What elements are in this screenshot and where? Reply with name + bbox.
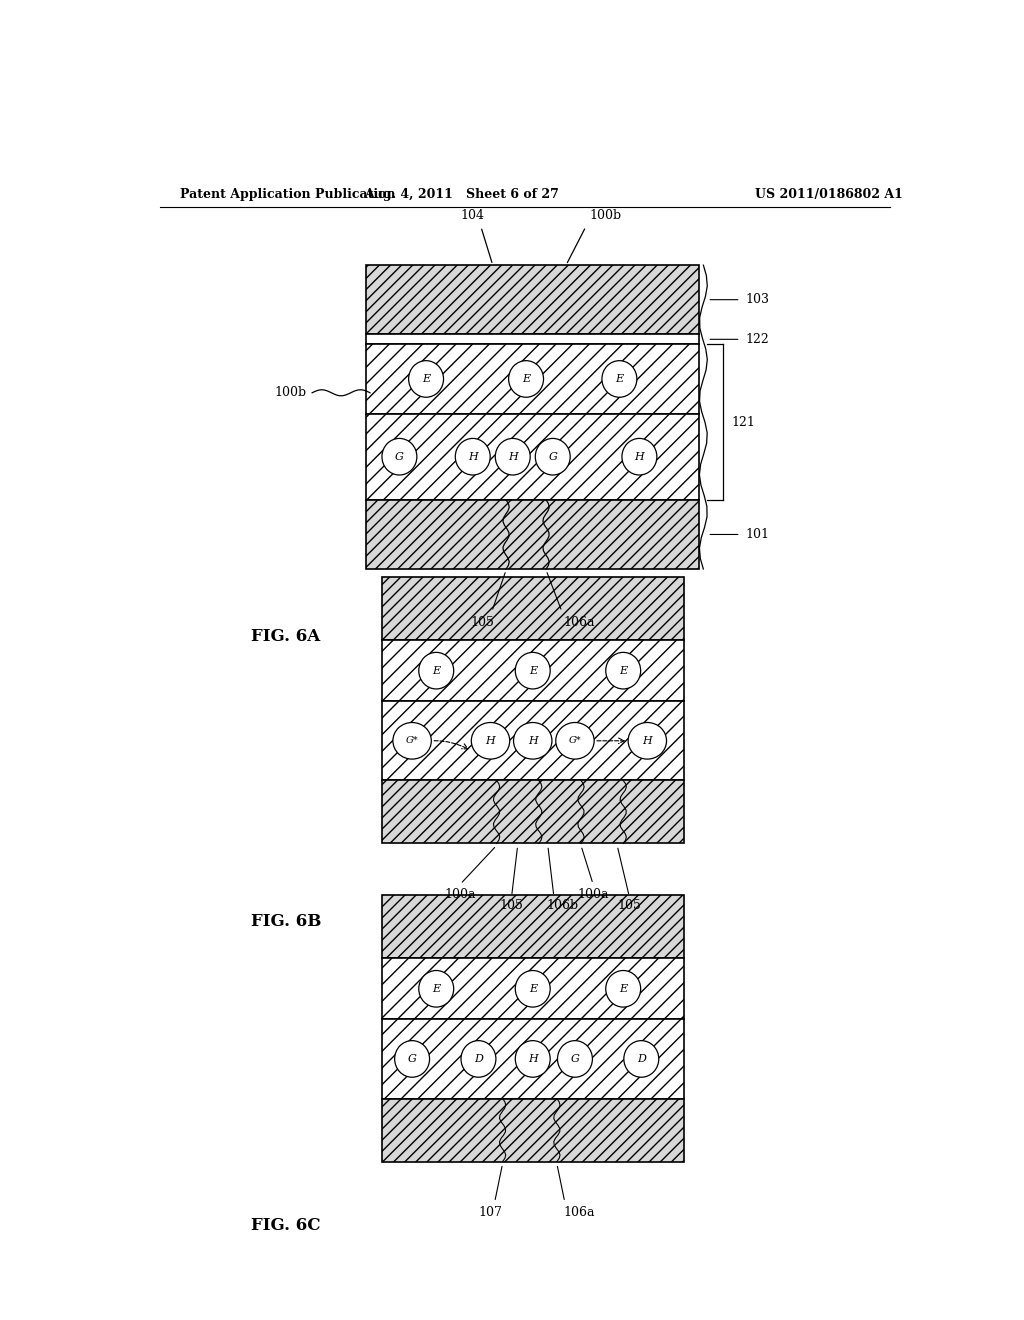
Ellipse shape [419,652,454,689]
Bar [382,895,684,958]
Text: E: E [528,983,537,994]
Text: H: H [468,451,477,462]
Bar [382,1019,684,1098]
Bar [382,1098,684,1162]
Text: G: G [570,1053,580,1064]
Text: H: H [508,451,517,462]
Text: 100b: 100b [274,387,306,399]
Text: G*: G* [568,737,582,746]
Ellipse shape [409,360,443,397]
Text: FIG. 6A: FIG. 6A [251,628,321,645]
Bar [367,265,699,334]
Ellipse shape [602,360,637,397]
Text: E: E [432,983,440,994]
Ellipse shape [471,722,510,759]
Text: 105: 105 [470,616,495,628]
Text: FIG. 6C: FIG. 6C [251,1217,321,1234]
Text: Aug. 4, 2011   Sheet 6 of 27: Aug. 4, 2011 Sheet 6 of 27 [364,189,559,202]
Text: H: H [527,735,538,746]
Ellipse shape [496,438,530,475]
Text: 100a: 100a [578,888,609,902]
Ellipse shape [606,652,641,689]
Ellipse shape [624,1040,658,1077]
Ellipse shape [557,1040,593,1077]
Ellipse shape [394,1040,430,1077]
Bar [382,780,684,843]
Ellipse shape [456,438,490,475]
Text: D: D [637,1053,646,1064]
Text: 121: 121 [731,416,755,429]
Text: 105: 105 [617,899,641,912]
Ellipse shape [536,438,570,475]
Text: E: E [522,374,530,384]
Text: FIG. 6B: FIG. 6B [251,912,322,929]
Text: H: H [485,735,496,746]
Text: 106a: 106a [563,1206,595,1220]
Text: 105: 105 [500,899,523,912]
Ellipse shape [382,438,417,475]
Text: 104: 104 [461,210,485,223]
Text: 106b: 106b [547,899,579,912]
Bar [367,334,699,345]
Ellipse shape [515,652,550,689]
Bar [367,413,699,500]
Text: H: H [527,1053,538,1064]
Ellipse shape [393,722,431,759]
Text: H: H [635,451,644,462]
Ellipse shape [606,970,641,1007]
Ellipse shape [556,722,594,759]
Text: G*: G* [406,737,419,746]
Text: G: G [408,1053,417,1064]
Bar [382,701,684,780]
Text: E: E [528,665,537,676]
Ellipse shape [515,1040,550,1077]
Text: G: G [548,451,557,462]
Ellipse shape [515,970,550,1007]
Text: 100a: 100a [444,888,476,902]
Text: E: E [620,665,628,676]
Text: 100b: 100b [590,210,622,223]
Text: G: G [395,451,403,462]
Text: 101: 101 [745,528,769,541]
Text: E: E [432,665,440,676]
Text: D: D [474,1053,483,1064]
Ellipse shape [419,970,454,1007]
Text: E: E [422,374,430,384]
Text: Patent Application Publication: Patent Application Publication [179,189,395,202]
Ellipse shape [622,438,656,475]
Bar [367,345,699,413]
Ellipse shape [461,1040,496,1077]
Text: 106a: 106a [563,616,595,628]
Text: H: H [642,735,652,746]
Ellipse shape [509,360,544,397]
Bar [382,577,684,640]
Ellipse shape [513,722,552,759]
Ellipse shape [628,722,667,759]
Bar [382,640,684,701]
Bar [367,500,699,569]
Text: 107: 107 [479,1206,503,1220]
Bar [382,958,684,1019]
Text: 103: 103 [745,293,769,306]
Text: E: E [620,983,628,994]
Text: US 2011/0186802 A1: US 2011/0186802 A1 [755,189,903,202]
Text: E: E [615,374,624,384]
Text: 122: 122 [745,333,769,346]
